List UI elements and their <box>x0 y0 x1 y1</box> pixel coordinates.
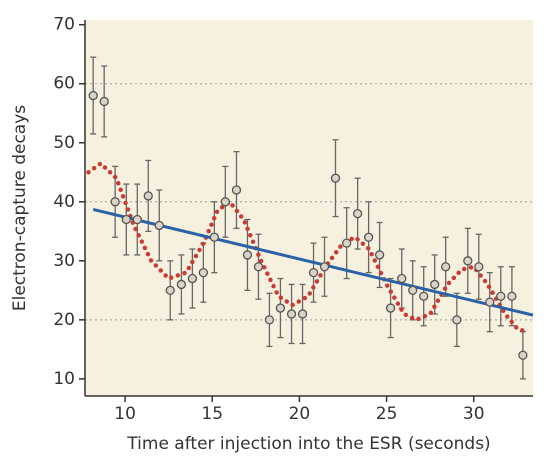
y-tick-label: 50 <box>53 133 75 153</box>
y-tick-label: 70 <box>53 15 75 35</box>
data-point <box>463 256 473 266</box>
data-point <box>231 185 242 195</box>
data-point <box>419 291 429 301</box>
data-point <box>242 250 253 260</box>
data-point <box>297 309 308 319</box>
data-point <box>198 267 209 278</box>
y-tick-label: 30 <box>53 251 75 271</box>
data-point <box>165 285 175 295</box>
data-point <box>408 285 418 295</box>
data-point <box>363 232 374 242</box>
data-point <box>518 350 528 360</box>
data-point <box>99 96 109 107</box>
data-point <box>154 220 164 231</box>
data-point <box>496 291 506 301</box>
y-tick-label: 10 <box>53 369 75 389</box>
data-point <box>385 303 396 313</box>
data-point <box>474 262 484 272</box>
fit-line <box>92 208 534 317</box>
data-point <box>110 197 120 207</box>
data-point <box>397 273 407 284</box>
y-tick-label: 20 <box>53 310 75 330</box>
y-axis-label: Electron-capture decays <box>10 105 30 311</box>
data-point <box>441 262 451 272</box>
x-tick-label: 15 <box>201 404 223 424</box>
data-point <box>187 273 198 284</box>
data-point <box>286 309 297 319</box>
x-tick-label: 25 <box>376 404 398 424</box>
data-point <box>132 214 142 225</box>
x-tick-label: 10 <box>114 404 136 424</box>
data-point <box>452 315 462 325</box>
data-point <box>485 297 495 307</box>
data-point <box>220 197 230 207</box>
data-point <box>352 208 363 219</box>
data-point <box>507 291 517 301</box>
plot-background <box>85 20 533 396</box>
data-point <box>253 262 264 272</box>
data-point <box>430 279 440 290</box>
y-tick-label: 60 <box>53 74 75 94</box>
x-axis-label: Time after injection into the ESR (secon… <box>126 434 490 454</box>
oscillation-curve <box>86 161 529 334</box>
data-point <box>374 250 385 260</box>
y-tick-label: 40 <box>53 192 75 212</box>
x-tick-label: 30 <box>463 404 485 424</box>
data-point <box>176 279 187 290</box>
data-point <box>330 173 341 183</box>
data-point <box>209 232 219 242</box>
data-point <box>264 315 275 325</box>
data-point <box>342 238 352 248</box>
x-tick-label: 20 <box>289 404 311 424</box>
data-point <box>275 303 286 313</box>
data-point <box>88 90 98 101</box>
data-point <box>121 214 131 225</box>
data-point <box>143 191 153 201</box>
data-point <box>308 267 319 278</box>
data-point <box>319 262 330 272</box>
